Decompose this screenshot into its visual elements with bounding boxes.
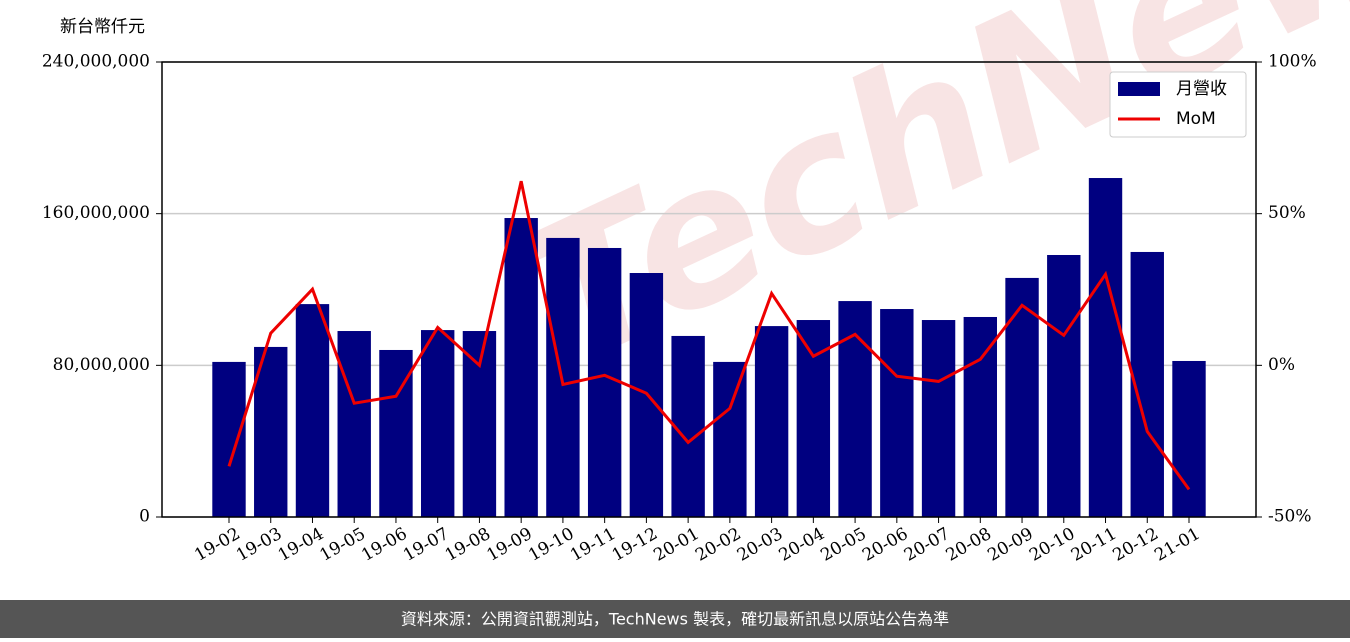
footer: 資料來源：公開資訊觀測站，TechNews 製表，確切最新訊息以原站公告為準 — [401, 610, 949, 629]
y2-tick-label: 0% — [1268, 355, 1295, 375]
x-tick-label: 19-08 — [442, 524, 494, 566]
x-tick-label: 19-06 — [358, 524, 410, 566]
bar — [1047, 254, 1081, 517]
x-tick-label: 19-09 — [483, 524, 535, 566]
x-tick-label: 19-12 — [609, 524, 661, 566]
y-tick-label: 240,000,000 — [42, 52, 150, 72]
bar — [838, 301, 872, 517]
x-tick-label: 20-01 — [650, 524, 702, 566]
bar — [1088, 178, 1123, 517]
y2-tick-label: -50% — [1268, 507, 1312, 527]
legend-label: MoM — [1176, 109, 1216, 129]
bar — [254, 346, 288, 517]
y-tick-label: 0 — [139, 507, 150, 527]
x-tick-label: 20-02 — [692, 524, 744, 566]
x-tick-label: 19-02 — [191, 524, 243, 566]
x-tick-label: 20-12 — [1110, 524, 1162, 566]
x-tick-label: 19-05 — [317, 524, 369, 566]
bar — [295, 304, 330, 517]
bar — [796, 320, 831, 517]
bar — [671, 335, 705, 517]
x-tick-label: 19-04 — [275, 524, 327, 566]
bar — [587, 247, 622, 517]
x-tick-label: 20-10 — [1026, 524, 1078, 566]
x-tick-label: 20-08 — [943, 524, 995, 566]
bar — [713, 361, 747, 517]
x-tick-label: 20-11 — [1068, 524, 1120, 566]
legend-swatch — [1118, 82, 1160, 96]
y-axis-label: 新台幣仟元 — [60, 17, 145, 37]
bar — [212, 361, 246, 517]
x-tick-label: 21-01 — [1151, 524, 1203, 566]
x-tick-label: 20-09 — [984, 524, 1036, 566]
x-tick-label: 20-05 — [817, 524, 869, 566]
x-tick-label: 19-03 — [233, 524, 285, 566]
footer-bar — [0, 600, 1350, 638]
y2-tick-label: 100% — [1268, 52, 1317, 72]
bar — [754, 326, 789, 517]
bar — [421, 330, 455, 517]
x-tick-label: 20-04 — [776, 524, 828, 566]
bar — [880, 309, 914, 517]
y-tick-label: 80,000,000 — [53, 355, 150, 375]
plot-frame — [161, 61, 1257, 518]
bar — [1172, 360, 1206, 517]
x-tick-label: 20-07 — [901, 524, 953, 566]
y-tick-label: 160,000,000 — [42, 203, 150, 223]
bar — [337, 331, 371, 517]
x-tick-label: 19-11 — [567, 524, 619, 566]
x-tick-label: 20-03 — [734, 524, 786, 566]
legend-label: 月營收 — [1176, 79, 1227, 99]
y2-tick-label: 50% — [1268, 203, 1306, 223]
line — [227, 180, 1191, 491]
bar — [963, 316, 997, 517]
bar — [921, 320, 956, 517]
bar — [504, 218, 538, 517]
x-tick-label: 19-07 — [400, 524, 452, 566]
x-tick-label: 19-10 — [525, 524, 577, 566]
x-tick-label: 20-06 — [859, 524, 911, 566]
